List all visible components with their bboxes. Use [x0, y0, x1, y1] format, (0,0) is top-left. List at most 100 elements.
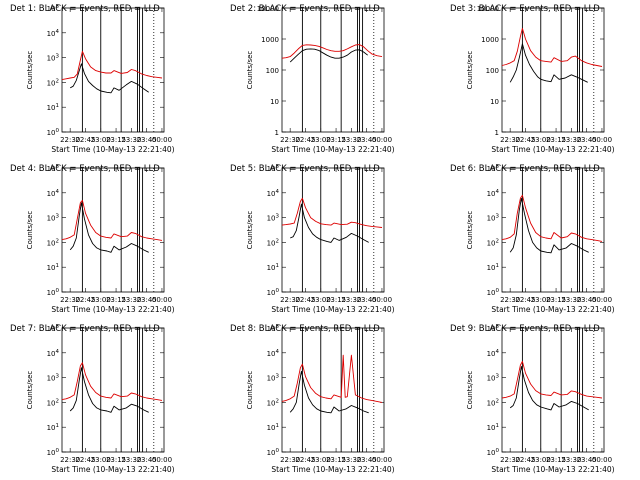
x-tick-label: 23:30 — [341, 136, 361, 144]
series-line-events — [69, 63, 149, 94]
detector-panel: Det 6: BLACK = Events, RED = LLD 100 101 10… — [450, 164, 615, 314]
y-tick-label: 1000 — [481, 36, 499, 44]
y-tick-label: 103 — [487, 374, 500, 383]
x-tick-label: 23:00 — [311, 456, 331, 464]
y-tick-label: 104 — [47, 189, 60, 198]
x-tick-label: 23:00 — [91, 136, 111, 144]
x-tick-label: 22:45 — [75, 296, 95, 304]
y-tick-label: 103 — [267, 214, 280, 223]
x-tick-label: 22:45 — [75, 136, 95, 144]
y-tick-label: 105 — [47, 324, 60, 333]
x-tick-label: 22:30 — [60, 136, 80, 144]
y-tick-label: 105 — [267, 164, 280, 173]
plot-frame — [281, 7, 385, 133]
x-tick-label: 22:45 — [295, 296, 315, 304]
panel-title: Det 9: BLACK = Events, RED = LLD — [450, 324, 600, 334]
x-tick-label: 23:00 — [91, 456, 111, 464]
x-tick-label: 22:45 — [515, 296, 535, 304]
x-tick-label: 23:30 — [121, 456, 141, 464]
y-axis-label: Counts/sec — [26, 51, 34, 90]
y-tick-label: 104 — [47, 29, 60, 38]
x-tick-label: 22:30 — [280, 136, 300, 144]
y-tick-label: 102 — [267, 398, 279, 407]
series-line-lld — [501, 27, 603, 67]
detector-panel: Det 4: BLACK = Events, RED = LLD 100 101 10… — [10, 164, 175, 314]
y-axis-label: Counts/sec — [466, 371, 474, 410]
series-line-events — [69, 202, 149, 253]
y-tick-label: 103 — [47, 54, 60, 63]
y-tick-label: 101 — [267, 423, 279, 432]
panel-title: Det 3: BLACK = Events, RED = LLD — [450, 4, 600, 14]
series-line-lld — [61, 199, 163, 241]
x-tick-label: 22:45 — [515, 136, 535, 144]
x-tick-label: 23:30 — [561, 136, 581, 144]
detector-panel: Det 3: BLACK = Events, RED = LLD 1 10 100 10… — [450, 4, 615, 154]
y-axis-label: Counts/sec — [246, 371, 254, 410]
y-tick-label: 105 — [47, 4, 60, 13]
x-axis-label: Start Time (10-May-13 22:21:40) — [491, 305, 614, 314]
y-axis-label: Counts/sec — [246, 211, 254, 250]
y-tick-label: 101 — [487, 423, 499, 432]
x-tick-label: 23:30 — [561, 296, 581, 304]
y-tick-label: 103 — [267, 374, 280, 383]
x-tick-label: 22:30 — [280, 456, 300, 464]
detector-panel: Det 1: BLACK = Events, RED = LLD 100 101 10… — [10, 4, 175, 154]
x-tick-label: 23:30 — [341, 296, 361, 304]
series-line-events — [289, 48, 368, 63]
y-tick-label: 100 — [487, 288, 500, 297]
x-tick-label: 22:45 — [295, 136, 315, 144]
x-tick-label: 23:00 — [91, 296, 111, 304]
x-tick-label: 00:00 — [372, 296, 392, 304]
detector-panel: Det 2: BLACK = Events, RED = LLD 1 10 100 10… — [230, 4, 395, 154]
y-tick-label: 102 — [47, 78, 59, 87]
x-tick-label: 22:30 — [60, 296, 80, 304]
x-tick-label: 00:00 — [372, 136, 392, 144]
series-line-lld — [281, 44, 383, 59]
y-tick-label: 104 — [267, 349, 280, 358]
x-axis-label: Start Time (10-May-13 22:21:40) — [51, 465, 174, 474]
x-tick-label: 23:00 — [531, 456, 551, 464]
x-tick-label: 23:15 — [326, 136, 346, 144]
series-line-lld — [501, 194, 603, 242]
plot-frame — [61, 7, 165, 133]
x-tick-label: 23:45 — [357, 456, 377, 464]
panel-title: Det 2: BLACK = Events, RED = LLD — [230, 4, 380, 14]
y-tick-label: 102 — [47, 398, 59, 407]
panel-title: Det 1: BLACK = Events, RED = LLD — [10, 4, 160, 14]
y-tick-label: 10 — [270, 98, 279, 106]
y-tick-label: 104 — [487, 189, 500, 198]
x-tick-label: 23:45 — [357, 136, 377, 144]
y-tick-label: 100 — [47, 128, 60, 137]
y-tick-label: 101 — [267, 263, 279, 272]
x-tick-label: 22:45 — [295, 456, 315, 464]
y-tick-label: 101 — [47, 263, 59, 272]
x-tick-label: 23:00 — [311, 136, 331, 144]
y-tick-label: 1 — [275, 129, 279, 137]
y-tick-label: 101 — [487, 263, 499, 272]
x-tick-label: 22:30 — [500, 136, 520, 144]
y-tick-label: 1000 — [261, 36, 279, 44]
x-tick-label: 23:15 — [546, 136, 566, 144]
y-tick-label: 103 — [47, 374, 60, 383]
x-tick-label: 00:00 — [592, 296, 612, 304]
x-tick-label: 00:00 — [592, 456, 612, 464]
x-tick-label: 00:00 — [152, 456, 172, 464]
y-tick-label: 102 — [487, 238, 499, 247]
x-axis-label: Start Time (10-May-13 22:21:40) — [51, 145, 174, 154]
y-tick-label: 103 — [487, 214, 500, 223]
x-tick-label: 23:00 — [531, 296, 551, 304]
y-tick-label: 105 — [487, 164, 500, 173]
y-tick-label: 101 — [47, 423, 59, 432]
y-tick-label: 105 — [487, 324, 500, 333]
y-axis-label: Counts/sec — [26, 371, 34, 410]
x-tick-label: 22:30 — [280, 296, 300, 304]
x-tick-label: 00:00 — [152, 296, 172, 304]
series-line-lld — [281, 197, 383, 228]
x-tick-label: 23:15 — [326, 296, 346, 304]
plot-frame — [501, 167, 605, 293]
x-tick-label: 23:30 — [121, 136, 141, 144]
x-tick-label: 23:45 — [577, 296, 597, 304]
x-tick-label: 23:45 — [577, 456, 597, 464]
plot-frame — [61, 167, 165, 293]
